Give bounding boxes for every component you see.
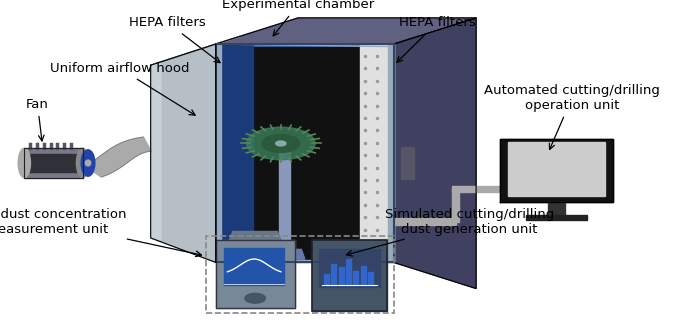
Polygon shape (25, 154, 82, 172)
Polygon shape (151, 44, 216, 262)
Polygon shape (452, 189, 459, 222)
Circle shape (247, 127, 315, 160)
Polygon shape (500, 139, 613, 202)
Circle shape (245, 293, 265, 303)
Polygon shape (229, 231, 281, 240)
Polygon shape (394, 218, 456, 225)
Polygon shape (216, 260, 394, 262)
Polygon shape (361, 266, 366, 285)
Polygon shape (508, 142, 605, 196)
Polygon shape (525, 215, 588, 220)
Polygon shape (151, 64, 161, 240)
Text: Coal dust concentration
measurement unit: Coal dust concentration measurement unit (0, 208, 201, 257)
Polygon shape (338, 267, 344, 285)
Polygon shape (216, 44, 253, 262)
Polygon shape (84, 137, 151, 177)
Polygon shape (394, 18, 476, 289)
Polygon shape (353, 271, 358, 285)
Bar (216, 240, 295, 308)
Text: Fan: Fan (26, 98, 49, 141)
Bar (206, 236, 394, 313)
Circle shape (275, 141, 286, 146)
Polygon shape (216, 240, 295, 308)
Bar (25, 148, 82, 178)
Text: HEPA filters: HEPA filters (129, 16, 220, 63)
Polygon shape (216, 44, 394, 262)
Text: Simulated cutting/drilling
dust generation unit: Simulated cutting/drilling dust generati… (347, 208, 554, 256)
Polygon shape (279, 147, 290, 259)
Ellipse shape (86, 160, 90, 166)
Circle shape (262, 134, 299, 152)
Polygon shape (365, 241, 382, 262)
Text: Experimental chamber: Experimental chamber (222, 0, 374, 36)
Polygon shape (319, 249, 380, 287)
Polygon shape (224, 248, 284, 285)
Ellipse shape (18, 148, 30, 178)
Polygon shape (324, 274, 329, 285)
Polygon shape (388, 44, 394, 262)
Ellipse shape (82, 150, 95, 176)
Polygon shape (151, 36, 240, 65)
Polygon shape (548, 202, 564, 215)
Text: Uniform airflow hood: Uniform airflow hood (50, 62, 195, 115)
Polygon shape (216, 18, 476, 44)
Polygon shape (452, 186, 500, 192)
Polygon shape (25, 148, 82, 178)
Polygon shape (216, 44, 394, 47)
Polygon shape (401, 147, 414, 179)
Polygon shape (264, 249, 305, 259)
Polygon shape (216, 44, 221, 262)
Polygon shape (346, 259, 351, 285)
Polygon shape (253, 47, 387, 259)
Polygon shape (281, 140, 284, 163)
Ellipse shape (76, 148, 89, 178)
Text: Automated cutting/drilling
operation unit: Automated cutting/drilling operation uni… (484, 84, 660, 149)
Polygon shape (360, 44, 394, 262)
Polygon shape (312, 240, 387, 311)
Polygon shape (368, 272, 373, 285)
Bar (312, 240, 387, 311)
Polygon shape (93, 160, 110, 166)
Polygon shape (332, 264, 336, 285)
Text: HEPA filters: HEPA filters (397, 16, 475, 62)
